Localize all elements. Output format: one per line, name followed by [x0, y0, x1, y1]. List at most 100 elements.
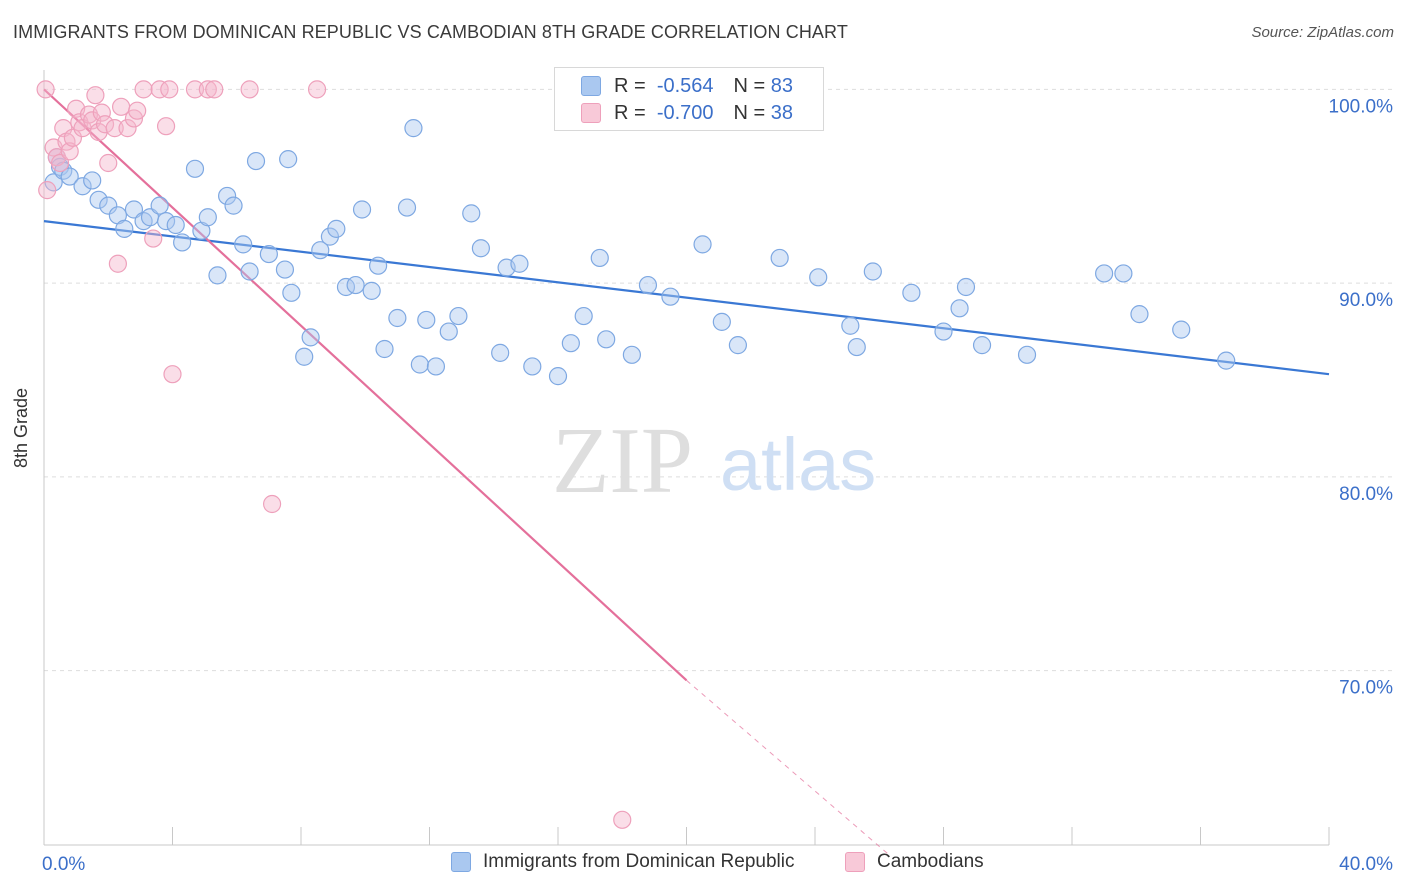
pink-swatch-icon: [845, 852, 865, 872]
legend-item-cambodians[interactable]: Cambodians: [845, 851, 984, 873]
point-dominican: [327, 219, 346, 238]
x-tick-label: 40.0%: [1339, 854, 1393, 875]
y-tick-label: 80.0%: [1339, 484, 1393, 505]
point-dominican: [972, 336, 992, 355]
point-cambodian: [63, 128, 83, 147]
point-dominican: [166, 215, 185, 235]
point-dominican: [279, 150, 298, 169]
point-dominican: [208, 266, 227, 285]
point-cambodian: [307, 80, 327, 99]
watermark-atlas: atlas: [720, 423, 876, 506]
point-dominican: [510, 254, 529, 273]
point-cambodian: [156, 117, 176, 136]
point-dominican: [934, 322, 953, 341]
point-dominican: [548, 367, 568, 386]
point-dominican: [404, 119, 423, 138]
point-dominican: [661, 287, 680, 306]
point-dominican: [523, 357, 542, 376]
trend-line-cambodian-extension: [686, 679, 890, 856]
point-dominican: [198, 208, 217, 227]
point-dominican: [282, 283, 301, 302]
blue-swatch-icon: [581, 76, 601, 96]
point-dominican: [728, 336, 748, 355]
point-dominican: [311, 241, 330, 260]
point-dominican: [275, 260, 295, 279]
point-cambodian: [118, 119, 137, 138]
blue-swatch-icon: [451, 852, 471, 872]
point-dominican: [410, 355, 429, 374]
trend-lines: [43, 88, 1330, 856]
point-dominican: [150, 196, 169, 215]
point-dominican: [426, 357, 446, 376]
trend-line-cambodian: [43, 88, 688, 682]
point-dominican: [218, 186, 237, 206]
n-value: 83: [770, 74, 794, 97]
point-dominican: [60, 167, 79, 186]
point-dominican: [1017, 345, 1037, 364]
point-dominican: [712, 312, 731, 331]
point-cambodian: [163, 365, 182, 384]
point-dominican: [574, 306, 593, 326]
point-cambodian: [185, 80, 205, 99]
trend-line-dominican: [43, 220, 1330, 376]
point-dominican: [1172, 320, 1191, 339]
pink-swatch-icon: [581, 103, 601, 123]
point-cambodian: [262, 494, 282, 514]
point-dominican: [417, 310, 436, 330]
point-dominican: [622, 345, 641, 364]
point-dominican: [1114, 264, 1133, 283]
point-dominican: [809, 268, 828, 287]
y-tick-label: 70.0%: [1339, 678, 1393, 699]
point-dominican: [388, 308, 407, 328]
tick-labels: 70.0% 80.0% 90.0% 100.0% 0.0% 40.0%: [42, 96, 1393, 875]
y-axis-label: 8th Grade: [11, 387, 31, 468]
point-dominican: [352, 200, 372, 219]
point-dominican: [234, 235, 253, 254]
point-dominican: [240, 262, 259, 281]
point-cambodian: [86, 86, 105, 105]
point-dominican: [841, 316, 860, 335]
source-label: Source: ZipAtlas.com: [1251, 24, 1394, 41]
point-dominican: [770, 248, 789, 268]
point-dominican: [1217, 351, 1236, 370]
n-value: 38: [770, 101, 794, 124]
point-dominican: [173, 233, 192, 252]
point-dominican: [693, 235, 712, 254]
point-dominican: [590, 248, 609, 268]
point-cambodian: [60, 142, 79, 161]
point-dominican: [259, 244, 278, 264]
data-points: [36, 80, 1236, 829]
point-dominican: [597, 330, 616, 349]
point-dominican: [462, 204, 481, 223]
point-dominican: [369, 256, 388, 275]
point-dominican: [1130, 305, 1149, 324]
stats-legend: R = -0.564 N = 83 R = -0.700 N = 38: [554, 67, 824, 131]
point-dominican: [295, 347, 314, 366]
y-tick-label: 100.0%: [1329, 96, 1394, 117]
point-dominican: [83, 171, 102, 190]
point-cambodian: [105, 119, 124, 138]
point-dominican: [847, 337, 866, 357]
point-dominican: [863, 262, 882, 281]
point-cambodian: [150, 80, 169, 99]
point-cambodian: [144, 229, 163, 248]
axes: [43, 70, 1330, 846]
point-dominican: [362, 281, 381, 300]
point-cambodian: [38, 181, 57, 200]
point-dominican: [491, 343, 510, 362]
y-tick-label: 90.0%: [1339, 290, 1393, 311]
point-dominican: [471, 239, 490, 258]
point-cambodian: [99, 153, 118, 173]
point-dominican: [156, 212, 176, 231]
chart-title: IMMIGRANTS FROM DOMINICAN REPUBLIC VS CA…: [13, 22, 848, 42]
point-cambodian: [160, 80, 179, 99]
point-cambodian: [240, 80, 259, 99]
point-cambodian: [108, 254, 127, 273]
point-dominican: [115, 219, 134, 238]
point-cambodian: [36, 80, 55, 99]
point-dominican: [73, 177, 92, 196]
legend-item-dominican[interactable]: Immigrants from Dominican Republic: [451, 851, 795, 873]
point-dominican: [185, 159, 205, 178]
point-dominican: [638, 275, 658, 295]
